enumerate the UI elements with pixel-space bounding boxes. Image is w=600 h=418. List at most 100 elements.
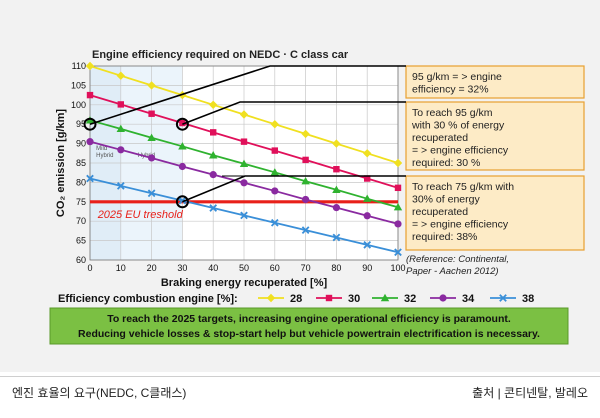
data-point bbox=[363, 212, 371, 220]
data-point bbox=[394, 220, 402, 228]
data-point bbox=[363, 241, 372, 249]
data-point bbox=[116, 124, 125, 133]
data-point bbox=[240, 211, 248, 220]
data-point bbox=[301, 177, 310, 185]
y-tick-label: 70 bbox=[76, 216, 86, 226]
chart-figure: Mild Hybrid Hybrid 0 10 20 30 40 50 60 70 80 90 100 60… bbox=[0, 0, 600, 372]
threshold-label: 2025 EU treshold bbox=[97, 209, 184, 221]
legend-label: 32 bbox=[404, 293, 416, 305]
note-text: To reach the 2025 targets, increasing en… bbox=[107, 313, 511, 325]
data-point bbox=[178, 142, 187, 150]
callout-point bbox=[175, 117, 189, 131]
annotation-text: with 30 % of energy bbox=[411, 120, 505, 132]
note-text: Reducing vehicle losses & stop-start hel… bbox=[78, 328, 540, 340]
data-point bbox=[147, 133, 156, 141]
x-tick-label: 90 bbox=[362, 263, 372, 273]
callout-point bbox=[175, 195, 189, 209]
y-tick-label: 95 bbox=[76, 119, 86, 129]
legend-label: 34 bbox=[462, 293, 475, 305]
data-point bbox=[240, 179, 248, 187]
data-point bbox=[301, 226, 310, 234]
data-point bbox=[147, 81, 156, 90]
data-point bbox=[363, 149, 372, 158]
data-point bbox=[393, 203, 403, 211]
caption-divider bbox=[0, 376, 600, 377]
data-point bbox=[85, 61, 95, 71]
annotation-text: required: 38% bbox=[412, 231, 477, 243]
data-point bbox=[332, 185, 341, 193]
data-point bbox=[178, 196, 187, 205]
legend-title: Efficiency combustion engine [%]: bbox=[58, 293, 238, 305]
data-point bbox=[209, 151, 218, 159]
y-tick-label: 65 bbox=[76, 236, 86, 246]
data-point bbox=[86, 91, 94, 99]
annotation-text: = > engine efficiency bbox=[412, 145, 509, 157]
data-point bbox=[380, 293, 390, 302]
legend-label: 38 bbox=[522, 293, 534, 305]
data-point bbox=[239, 159, 249, 167]
annotation-text: 95 g/km = > engine bbox=[412, 71, 502, 83]
x-tick-label: 70 bbox=[301, 263, 311, 273]
data-point bbox=[117, 146, 125, 154]
y-tick-label: 90 bbox=[76, 139, 86, 149]
x-tick-label: 100 bbox=[390, 263, 405, 273]
x-tick-label: 20 bbox=[147, 263, 157, 273]
data-point bbox=[394, 248, 402, 257]
annotation-text: recuperated bbox=[412, 206, 468, 218]
data-point bbox=[302, 195, 310, 204]
legend-label: 30 bbox=[348, 293, 360, 305]
annotation-box bbox=[405, 175, 585, 251]
figure-caption: 엔진 효율의 요구(NEDC, C클래스) bbox=[12, 386, 187, 400]
x-tick-label: 30 bbox=[177, 263, 187, 273]
data-point bbox=[116, 182, 125, 190]
reference-text: (Reference: Continental, bbox=[406, 254, 509, 265]
annotation-box bbox=[405, 101, 585, 171]
data-point bbox=[301, 129, 310, 139]
x-tick-label: 40 bbox=[208, 263, 218, 273]
y-tick-label: 105 bbox=[71, 80, 86, 90]
reference-text: Paper - Aachen 2012) bbox=[406, 266, 499, 277]
data-point bbox=[209, 171, 217, 179]
source-caption: 출처 | 콘티넨탈, 발레오 bbox=[472, 386, 588, 400]
annotation-box bbox=[405, 65, 585, 99]
data-point bbox=[117, 101, 124, 108]
annotation-text: To reach 75 g/km with bbox=[412, 181, 514, 193]
data-point bbox=[332, 233, 341, 242]
data-point bbox=[240, 138, 248, 145]
band-label-mild: Mild bbox=[96, 146, 107, 152]
annotation-text: To reach 95 g/km bbox=[412, 107, 493, 119]
y-axis-label: CO₂ emission [g/km] bbox=[55, 109, 67, 218]
data-point bbox=[86, 174, 94, 183]
data-point bbox=[210, 129, 217, 136]
annotation-text: required: 30 % bbox=[412, 157, 480, 169]
chart-title: Engine efficiency required on NEDC · C c… bbox=[92, 49, 349, 61]
note-box bbox=[49, 307, 569, 345]
data-point bbox=[178, 162, 186, 171]
data-point bbox=[85, 116, 95, 124]
data-point bbox=[239, 110, 249, 119]
data-point bbox=[363, 194, 372, 202]
data-point bbox=[270, 168, 279, 176]
annotation-leader bbox=[182, 101, 406, 125]
y-tick-label: 100 bbox=[71, 100, 86, 110]
data-point bbox=[270, 120, 279, 129]
data-point bbox=[333, 166, 340, 173]
annotation-leader bbox=[89, 65, 406, 125]
x-tick-label: 0 bbox=[87, 263, 92, 273]
annotation-text: = > engine efficiency bbox=[412, 219, 509, 231]
data-point bbox=[271, 147, 278, 154]
data-point bbox=[266, 293, 276, 303]
data-point bbox=[393, 158, 403, 168]
data-point bbox=[148, 110, 155, 117]
data-point bbox=[271, 187, 279, 195]
data-point bbox=[325, 294, 333, 302]
data-point bbox=[209, 204, 218, 212]
data-point bbox=[86, 138, 94, 146]
y-tick-label: 85 bbox=[76, 158, 86, 168]
x-tick-label: 60 bbox=[270, 263, 280, 273]
y-tick-label: 110 bbox=[72, 61, 86, 71]
x-tick-label: 80 bbox=[331, 263, 341, 273]
data-point bbox=[394, 184, 402, 192]
y-tick-label: 60 bbox=[76, 255, 86, 265]
